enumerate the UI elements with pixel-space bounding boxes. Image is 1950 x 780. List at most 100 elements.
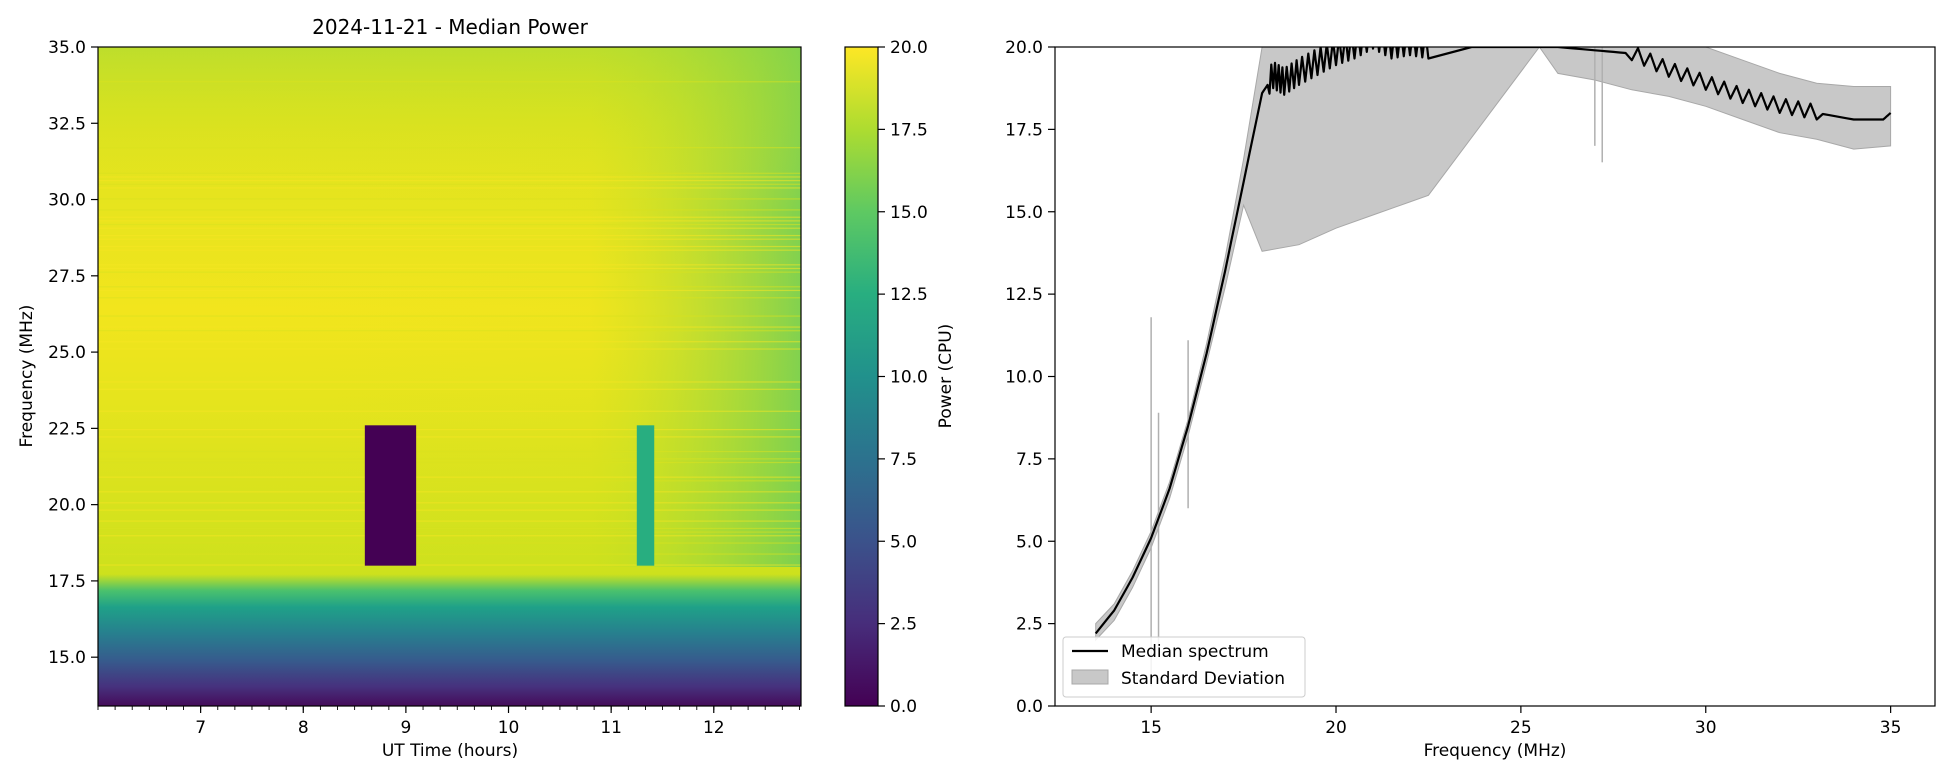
- heatmap-streak: [98, 172, 801, 174]
- heatmap-streak: [98, 81, 801, 83]
- spectrum-y-tick-label: 12.5: [1005, 285, 1043, 305]
- heatmap-streak: [98, 428, 801, 431]
- heatmap-streak: [98, 476, 801, 478]
- heatmap-streak: [98, 326, 801, 328]
- heatmap-streak: [98, 535, 801, 537]
- heatmap-streak: [98, 330, 801, 332]
- heatmap-streak: [98, 264, 801, 266]
- colorbar-ticks: 0.0 2.5 5.0 7.5 10.0 12.5 15.0 17.5 20.0: [878, 38, 928, 717]
- colorbar-tick-label: 10.0: [890, 368, 928, 388]
- heatmap-streak: [98, 436, 801, 438]
- heatmap-streak: [98, 388, 801, 390]
- heatmap-x-ticks: 7 8 9 10 11 12: [97, 706, 800, 738]
- heatmap-x-axis-label: UT Time (hours): [382, 741, 518, 761]
- heatmap-y-tick-label: 15.0: [48, 648, 86, 668]
- spectrum-panel: 15 20 25 30 35 0.0 2.5 5.0 7.5 10.0 12.5 15.0 17.5 2…: [1005, 38, 1936, 761]
- heatmap-streak: [98, 491, 801, 493]
- heatmap-y-ticks: 15.0 17.5 20.0 22.5 25.0 27.5 30.0 32.5 35.0: [48, 38, 98, 668]
- heatmap-y-tick-label: 32.5: [48, 114, 86, 134]
- heatmap-streak: [98, 509, 801, 511]
- heatmap-streak: [98, 341, 801, 343]
- heatmap-streak: [98, 461, 801, 464]
- spectrum-x-tick-label: 20: [1325, 718, 1347, 738]
- heatmap-streak: [98, 271, 801, 273]
- heatmap-streak: [98, 187, 801, 189]
- heatmap-x-tick-label: 12: [703, 718, 725, 738]
- colorbar-tick-label: 12.5: [890, 285, 928, 305]
- colorbar-tick-label: 2.5: [890, 615, 917, 635]
- heatmap-streak: [98, 183, 801, 185]
- spectrum-y-tick-label: 0.0: [1016, 697, 1043, 717]
- heatmap-streak: [98, 249, 801, 251]
- heatmap-streak: [98, 223, 801, 226]
- legend-median-label: Median spectrum: [1121, 642, 1269, 662]
- heatmap-streak: [98, 198, 801, 200]
- heatmap-streak: [98, 245, 801, 248]
- heatmap-streak: [98, 297, 801, 299]
- colorbar-tick-label: 17.5: [890, 120, 928, 140]
- heatmap-streak: [98, 542, 801, 544]
- heatmap-streaks: [98, 81, 801, 566]
- heatmap-streak: [98, 410, 801, 412]
- heatmap-streak: [98, 238, 801, 240]
- heatmap-streak: [98, 520, 801, 522]
- heatmap-streak: [98, 531, 801, 533]
- spectrum-y-tick-label: 20.0: [1005, 38, 1043, 58]
- heatmap-title: 2024-11-21 - Median Power: [312, 15, 589, 39]
- heatmap-y-tick-label: 27.5: [48, 267, 86, 287]
- spectrum-y-tick-label: 15.0: [1005, 203, 1043, 223]
- heatmap-y-tick-label: 30.0: [48, 191, 86, 211]
- spectrum-y-tick-label: 10.0: [1005, 368, 1043, 388]
- heatmap-streak: [98, 176, 801, 178]
- std-deviation-band: [1095, 47, 1892, 642]
- heatmap-streak: [98, 147, 801, 149]
- heatmap-panel: 2024-11-21 - Median Power 7 8 9 10 11 12 15.0…: [17, 15, 956, 761]
- heatmap-x-tick-label: 11: [600, 718, 622, 738]
- heatmap-y-tick-label: 17.5: [48, 572, 86, 592]
- heatmap-y-tick-label: 22.5: [48, 419, 86, 439]
- heatmap-streak: [98, 564, 801, 566]
- heatmap-streak: [98, 502, 801, 504]
- heatmap-features: [364, 425, 655, 566]
- spectrum-y-tick-label: 17.5: [1005, 120, 1043, 140]
- spectrum-x-ticks: 15 20 25 30 35: [1140, 706, 1901, 738]
- heatmap-streak: [98, 315, 801, 317]
- heatmap-x-tick-label: 9: [400, 718, 411, 738]
- heatmap-streak: [98, 216, 801, 218]
- heatmap-streak: [98, 450, 801, 453]
- heatmap-x-tick-label: 7: [195, 718, 206, 738]
- heatmap-streak: [98, 234, 801, 237]
- heatmap-y-tick-label: 35.0: [48, 38, 86, 58]
- heatmap-streak: [98, 381, 801, 383]
- heatmap-streak: [98, 227, 801, 229]
- spectrum-x-tick-label: 25: [1510, 718, 1532, 738]
- spectrum-y-tick-label: 7.5: [1016, 450, 1043, 470]
- spectrum-x-tick-label: 35: [1880, 718, 1902, 738]
- heatmap-streak: [98, 480, 801, 482]
- legend-std-swatch: [1071, 669, 1109, 685]
- heatmap-streak: [98, 267, 801, 270]
- colorbar-tick-label: 20.0: [890, 38, 928, 58]
- heatmap-streak: [98, 553, 801, 555]
- heatmap-y-tick-label: 25.0: [48, 343, 86, 363]
- legend-box: [1062, 636, 1306, 698]
- heatmap-streak: [98, 286, 801, 288]
- std-deviation-spikes: [1150, 47, 1603, 687]
- heatmap-x-tick-label: 10: [498, 718, 520, 738]
- heatmap-streak: [98, 348, 801, 350]
- spectrum-y-tick-label: 5.0: [1016, 532, 1043, 552]
- dropout-block: [364, 425, 417, 566]
- reduced-block: [636, 425, 655, 566]
- heatmap-y-tick-label: 20.0: [48, 496, 86, 516]
- heatmap-streak: [98, 289, 801, 292]
- median-spectrum-line: [1094, 47, 1892, 635]
- legend: Median spectrum Standard Deviation: [1062, 636, 1306, 698]
- spectrum-y-tick-label: 2.5: [1016, 615, 1043, 635]
- spectrum-y-ticks: 0.0 2.5 5.0 7.5 10.0 12.5 15.0 17.5 20.0: [1005, 38, 1055, 717]
- legend-std-label: Standard Deviation: [1121, 669, 1285, 689]
- colorbar: [844, 46, 879, 707]
- heatmap-x-tick-label: 8: [298, 718, 309, 738]
- heatmap-frame: [97, 46, 802, 707]
- heatmap-y-axis-label: Frequency (MHz): [17, 305, 37, 448]
